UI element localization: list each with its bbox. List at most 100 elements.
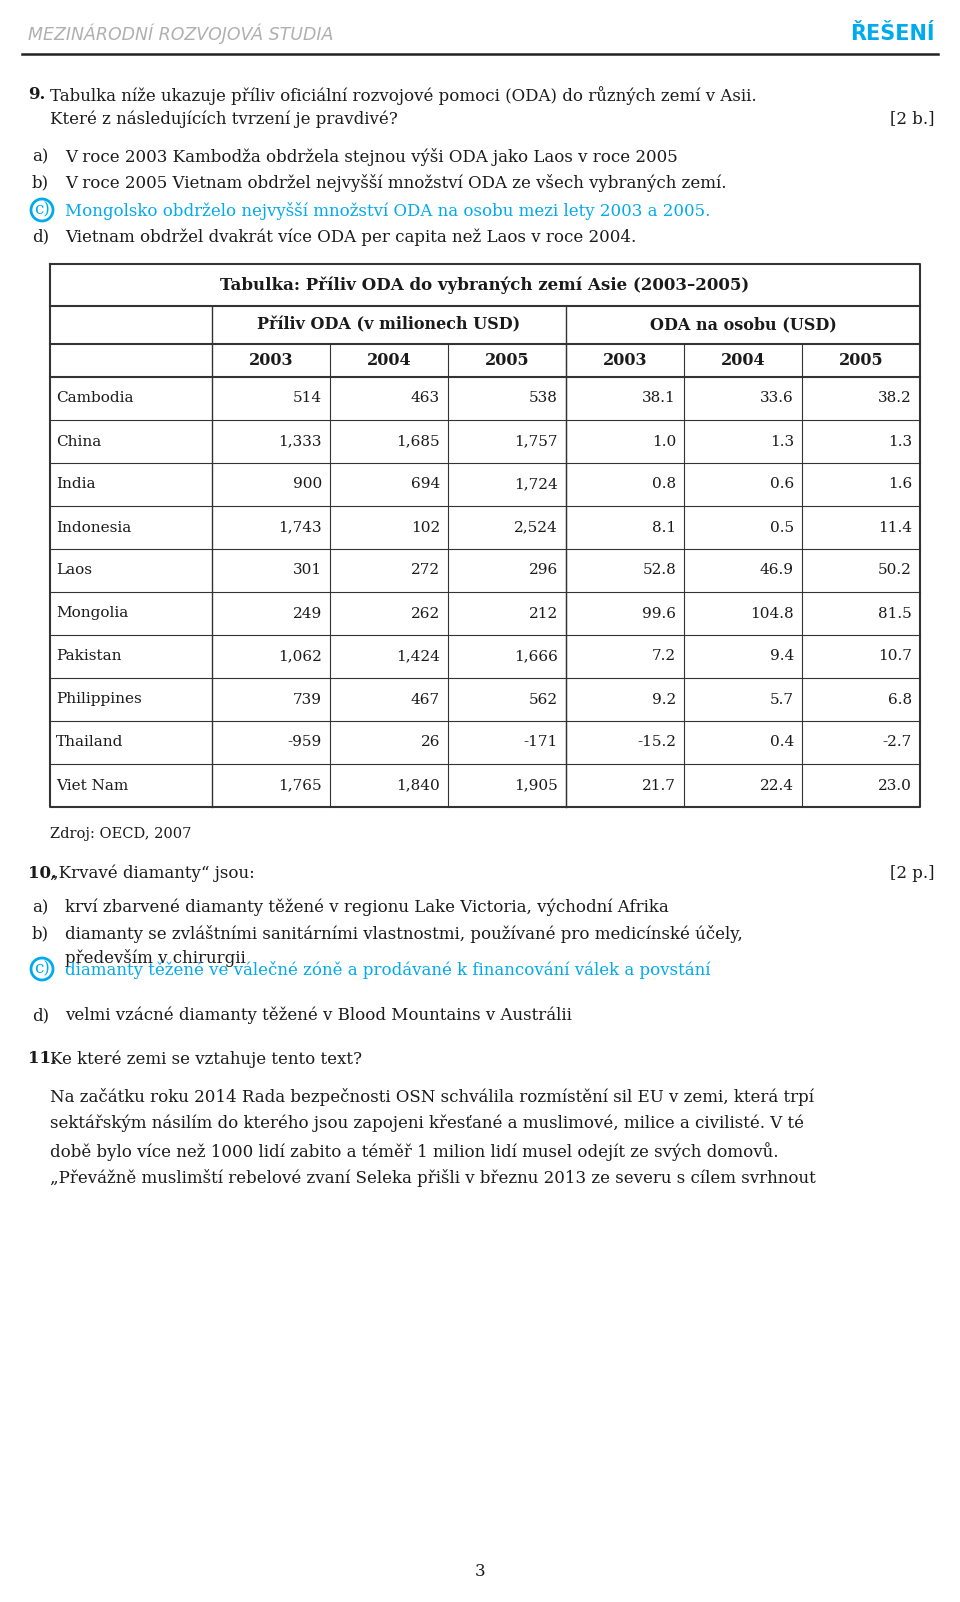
Text: diamanty těžené ve válečné zóně a prodávané k financování válek a povstání: diamanty těžené ve válečné zóně a prodáv…: [65, 961, 710, 979]
Text: 262: 262: [411, 607, 440, 620]
Text: 1.3: 1.3: [888, 434, 912, 449]
Text: -171: -171: [524, 735, 558, 750]
Text: 694: 694: [411, 477, 440, 492]
Text: 900: 900: [293, 477, 322, 492]
Text: 249: 249: [293, 607, 322, 620]
Text: 1,424: 1,424: [396, 649, 440, 663]
Text: 2,524: 2,524: [515, 521, 558, 535]
Text: 0.5: 0.5: [770, 521, 794, 535]
Text: 272: 272: [411, 564, 440, 577]
Text: 2003: 2003: [249, 352, 293, 368]
Text: době bylo více než 1000 lidí zabito a téměř 1 milion lidí musel odejít ze svých : době bylo více než 1000 lidí zabito a té…: [50, 1142, 779, 1161]
Text: Laos: Laos: [56, 564, 92, 577]
Text: především v chirurgii: především v chirurgii: [65, 948, 246, 968]
Text: d): d): [32, 1008, 49, 1024]
Text: 2004: 2004: [721, 352, 765, 368]
Text: 463: 463: [411, 391, 440, 405]
Text: 104.8: 104.8: [751, 607, 794, 620]
Text: 22.4: 22.4: [760, 779, 794, 793]
Text: Tabulka: Příliv ODA do vybraných zemí Asie (2003–2005): Tabulka: Příliv ODA do vybraných zemí As…: [221, 276, 750, 293]
Text: 10.: 10.: [28, 865, 57, 883]
Text: 3: 3: [474, 1564, 486, 1581]
Text: -959: -959: [288, 735, 322, 750]
Text: 1,905: 1,905: [515, 779, 558, 793]
Text: Zdroj: OECD, 2007: Zdroj: OECD, 2007: [50, 827, 191, 841]
Text: India: India: [56, 477, 95, 492]
Text: 9.4: 9.4: [770, 649, 794, 663]
Text: [2 p.]: [2 p.]: [891, 865, 935, 883]
Text: 5.7: 5.7: [770, 692, 794, 706]
Text: Na začátku roku 2014 Rada bezpečnosti OSN schválila rozmístění sil EU v zemi, kt: Na začátku roku 2014 Rada bezpečnosti OS…: [50, 1088, 814, 1105]
Text: Mongolia: Mongolia: [56, 607, 129, 620]
Text: 2005: 2005: [485, 352, 529, 368]
Text: -2.7: -2.7: [883, 735, 912, 750]
Text: V roce 2003 Kambodža obdržela stejnou výši ODA jako Laos v roce 2005: V roce 2003 Kambodža obdržela stejnou vý…: [65, 147, 678, 167]
Text: 301: 301: [293, 564, 322, 577]
Text: 38.2: 38.2: [878, 391, 912, 405]
Text: Které z následujících tvrzení je pravdivé?: Které z následujících tvrzení je pravdiv…: [50, 111, 397, 128]
Text: a): a): [32, 899, 48, 916]
Text: 1,062: 1,062: [278, 649, 322, 663]
Text: sektářským násilím do kterého jsou zapojeni křesťané a muslimové, milice a civil: sektářským násilím do kterého jsou zapoj…: [50, 1115, 804, 1133]
Text: 1,840: 1,840: [396, 779, 440, 793]
Text: 739: 739: [293, 692, 322, 706]
Text: 2003: 2003: [603, 352, 647, 368]
Text: 6.8: 6.8: [888, 692, 912, 706]
Text: Viet Nam: Viet Nam: [56, 779, 129, 793]
Text: 514: 514: [293, 391, 322, 405]
Text: b): b): [32, 924, 49, 942]
Text: diamanty se zvláštními sanitárními vlastnostmi, používané pro medicínské účely,: diamanty se zvláštními sanitárními vlast…: [65, 924, 743, 944]
Text: 23.0: 23.0: [878, 779, 912, 793]
Text: 99.6: 99.6: [642, 607, 676, 620]
Text: 8.1: 8.1: [652, 521, 676, 535]
Text: „Převážně muslimští rebelové zvaní Seleka přišli v březnu 2013 ze severu s cílem: „Převážně muslimští rebelové zvaní Selek…: [50, 1169, 816, 1187]
Text: V roce 2005 Vietnam obdržel nejvyšší množství ODA ze všech vybraných zemí.: V roce 2005 Vietnam obdržel nejvyšší mno…: [65, 175, 727, 192]
Text: 38.1: 38.1: [642, 391, 676, 405]
Text: -15.2: -15.2: [637, 735, 676, 750]
Text: Tabulka níže ukazuje příliv oficiální rozvojové pomoci (ODA) do různých zemí v A: Tabulka níže ukazuje příliv oficiální ro…: [50, 87, 756, 104]
Text: Mongolsko obdrželo nejvyšší množství ODA na osobu mezi lety 2003 a 2005.: Mongolsko obdrželo nejvyšší množství ODA…: [65, 202, 710, 219]
Text: 52.8: 52.8: [642, 564, 676, 577]
Text: 33.6: 33.6: [760, 391, 794, 405]
Text: 50.2: 50.2: [878, 564, 912, 577]
Text: 21.7: 21.7: [642, 779, 676, 793]
Text: 1.6: 1.6: [888, 477, 912, 492]
Text: 467: 467: [411, 692, 440, 706]
Text: „Krvavé diamanty“ jsou:: „Krvavé diamanty“ jsou:: [50, 865, 254, 883]
Text: China: China: [56, 434, 101, 449]
Text: 1,743: 1,743: [278, 521, 322, 535]
Text: 1,765: 1,765: [278, 779, 322, 793]
Text: Cambodia: Cambodia: [56, 391, 133, 405]
Text: 0.6: 0.6: [770, 477, 794, 492]
Text: [2 b.]: [2 b.]: [891, 111, 935, 127]
Text: 26: 26: [420, 735, 440, 750]
Text: 0.8: 0.8: [652, 477, 676, 492]
Text: 81.5: 81.5: [878, 607, 912, 620]
Text: Vietnam obdržel dvakrát více ODA per capita než Laos v roce 2004.: Vietnam obdržel dvakrát více ODA per cap…: [65, 227, 636, 245]
Text: c): c): [34, 961, 50, 977]
Text: 562: 562: [529, 692, 558, 706]
Text: 7.2: 7.2: [652, 649, 676, 663]
Text: 2005: 2005: [839, 352, 883, 368]
Text: velmi vzácné diamanty těžené v Blood Mountains v Austrálii: velmi vzácné diamanty těžené v Blood Mou…: [65, 1008, 572, 1025]
Text: 0.4: 0.4: [770, 735, 794, 750]
Text: krví zbarvené diamanty těžené v regionu Lake Victoria, východní Afrika: krví zbarvené diamanty těžené v regionu …: [65, 899, 669, 916]
Text: 2004: 2004: [367, 352, 411, 368]
Text: Thailand: Thailand: [56, 735, 124, 750]
Text: 9.: 9.: [28, 87, 45, 103]
Text: 1,666: 1,666: [515, 649, 558, 663]
Text: ŘEŠENÍ: ŘEŠENÍ: [851, 24, 935, 43]
Text: Ke které zemi se vztahuje tento text?: Ke které zemi se vztahuje tento text?: [50, 1049, 362, 1067]
Text: 1,333: 1,333: [278, 434, 322, 449]
Text: 212: 212: [529, 607, 558, 620]
Text: a): a): [32, 147, 48, 165]
Text: 296: 296: [529, 564, 558, 577]
Text: ODA na osobu (USD): ODA na osobu (USD): [650, 317, 836, 333]
Text: 9.2: 9.2: [652, 692, 676, 706]
Text: 102: 102: [411, 521, 440, 535]
Text: Pakistan: Pakistan: [56, 649, 122, 663]
Text: 1,757: 1,757: [515, 434, 558, 449]
Text: Indonesia: Indonesia: [56, 521, 132, 535]
Text: 1.0: 1.0: [652, 434, 676, 449]
Text: 1,724: 1,724: [515, 477, 558, 492]
